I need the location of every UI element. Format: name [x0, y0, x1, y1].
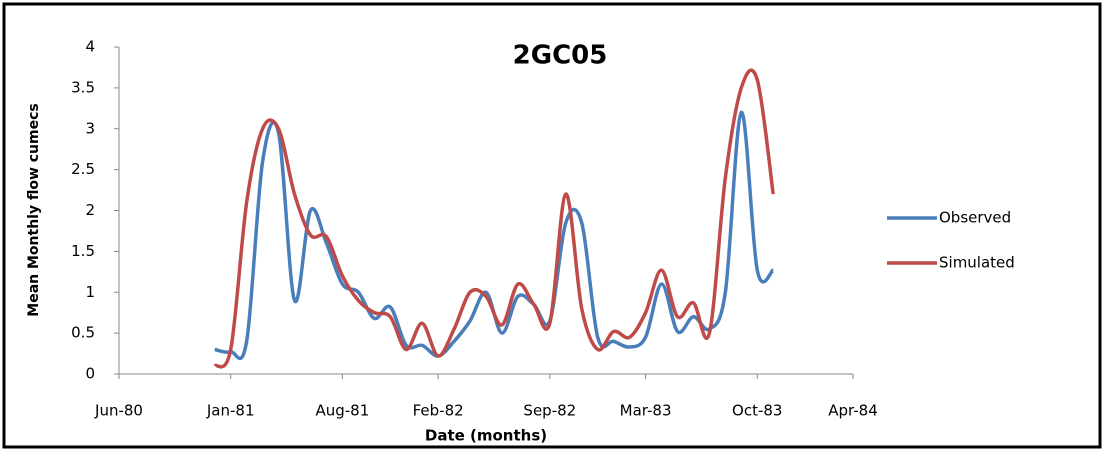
y-tick-label: 0	[85, 365, 95, 383]
x-tick-label: Jan-81	[206, 402, 255, 420]
y-tick-label: 2	[85, 201, 95, 219]
x-tick-label: Aug-81	[315, 402, 369, 420]
y-tick-label: 3	[85, 119, 95, 137]
x-tick-label: Jun-80	[94, 402, 143, 420]
y-tick-label: 1	[85, 283, 95, 301]
x-axis-label: Date (months)	[425, 427, 547, 445]
x-tick-label: Mar-83	[620, 402, 672, 420]
x-tick-label: Oct-83	[732, 402, 782, 420]
x-tick-label: Sep-82	[523, 402, 576, 420]
data-line	[213, 68, 775, 369]
y-tick-label: 1.5	[71, 242, 95, 260]
y-axis-label: Mean Monthly flow cumecs	[26, 103, 42, 316]
legend-label: Simulated	[939, 254, 1015, 272]
x-tick-label: Feb-82	[413, 402, 464, 420]
y-tick-label: 0.5	[71, 324, 95, 342]
chart-title: 2GC05	[513, 41, 608, 71]
y-tick-label: 4	[85, 38, 95, 56]
y-tick-label: 2.5	[71, 160, 95, 178]
legend-label: Observed	[939, 209, 1011, 227]
chart-frame	[2, 2, 1102, 449]
y-tick-label: 3.5	[71, 78, 95, 96]
x-tick-label: Apr-84	[828, 402, 878, 420]
